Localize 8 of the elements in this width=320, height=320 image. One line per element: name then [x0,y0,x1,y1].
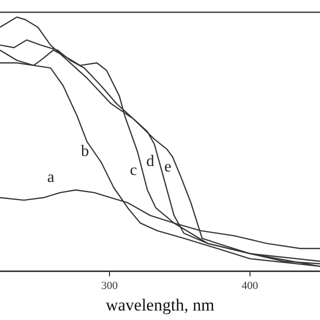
x-tick-label: 300 [101,280,118,292]
x-tick-label: 400 [242,280,259,292]
series-label: e [164,158,172,176]
series-label: c [130,162,138,180]
series-label: a [47,169,54,186]
x-axis-title: wavelength, nm [106,295,214,314]
series-label: b [81,143,90,160]
series-label: d [146,153,154,170]
